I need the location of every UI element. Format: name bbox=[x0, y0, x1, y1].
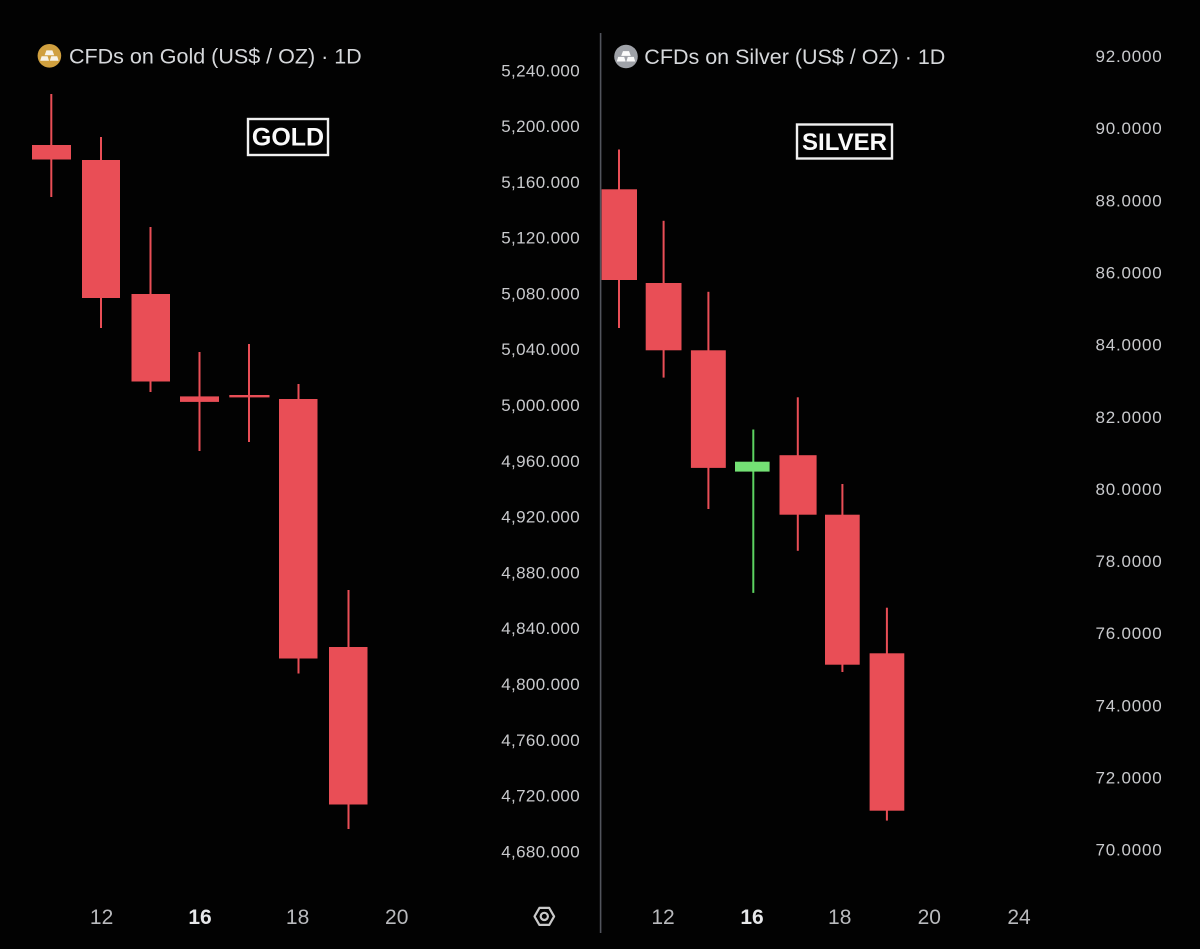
svg-text:5,040.000: 5,040.000 bbox=[501, 340, 580, 359]
svg-text:4,680.000: 4,680.000 bbox=[501, 842, 580, 861]
svg-text:20: 20 bbox=[385, 906, 408, 929]
svg-text:4,760.000: 4,760.000 bbox=[501, 731, 580, 750]
svg-text:4,920.000: 4,920.000 bbox=[501, 508, 580, 527]
svg-text:80.0000: 80.0000 bbox=[1095, 480, 1162, 499]
svg-text:GOLD: GOLD bbox=[252, 124, 324, 152]
svg-text:12: 12 bbox=[90, 906, 113, 929]
svg-text:12: 12 bbox=[651, 906, 674, 929]
svg-text:16: 16 bbox=[740, 906, 763, 929]
svg-text:78.0000: 78.0000 bbox=[1095, 552, 1162, 571]
svg-text:86.0000: 86.0000 bbox=[1095, 264, 1162, 283]
svg-text:4,880.000: 4,880.000 bbox=[501, 563, 580, 582]
svg-text:76.0000: 76.0000 bbox=[1095, 624, 1162, 643]
svg-text:5,200.000: 5,200.000 bbox=[501, 117, 580, 136]
svg-text:18: 18 bbox=[828, 906, 851, 929]
svg-text:5,080.000: 5,080.000 bbox=[501, 285, 580, 304]
svg-text:5,000.000: 5,000.000 bbox=[501, 396, 580, 415]
svg-text:5,120.000: 5,120.000 bbox=[501, 229, 580, 248]
svg-text:72.0000: 72.0000 bbox=[1095, 769, 1162, 788]
svg-text:4,840.000: 4,840.000 bbox=[501, 619, 580, 638]
svg-text:CFDs on Silver (US$ / OZ) · 1D: CFDs on Silver (US$ / OZ) · 1D bbox=[644, 45, 945, 69]
svg-text:84.0000: 84.0000 bbox=[1095, 336, 1162, 355]
svg-text:4,720.000: 4,720.000 bbox=[501, 787, 580, 806]
svg-text:SILVER: SILVER bbox=[802, 129, 887, 156]
svg-text:70.0000: 70.0000 bbox=[1095, 841, 1162, 860]
svg-text:CFDs on Gold (US$ / OZ) · 1D: CFDs on Gold (US$ / OZ) · 1D bbox=[69, 45, 362, 69]
svg-text:82.0000: 82.0000 bbox=[1095, 408, 1162, 427]
svg-text:90.0000: 90.0000 bbox=[1095, 119, 1162, 138]
svg-text:4,960.000: 4,960.000 bbox=[501, 452, 580, 471]
svg-text:5,240.000: 5,240.000 bbox=[501, 61, 580, 80]
svg-text:16: 16 bbox=[188, 906, 211, 929]
svg-text:24: 24 bbox=[1007, 906, 1031, 929]
svg-text:5,160.000: 5,160.000 bbox=[501, 173, 580, 192]
svg-text:92.0000: 92.0000 bbox=[1095, 47, 1162, 66]
svg-text:20: 20 bbox=[918, 906, 941, 929]
svg-text:4,800.000: 4,800.000 bbox=[501, 675, 580, 694]
svg-text:74.0000: 74.0000 bbox=[1095, 696, 1162, 715]
svg-text:88.0000: 88.0000 bbox=[1095, 191, 1162, 210]
svg-text:18: 18 bbox=[286, 906, 309, 929]
